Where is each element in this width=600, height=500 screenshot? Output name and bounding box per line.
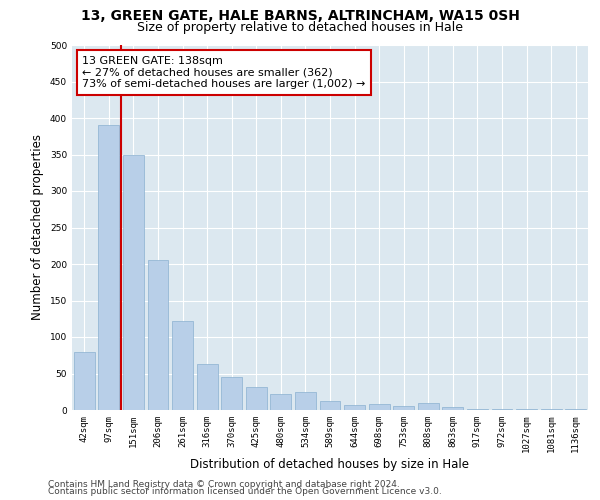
Bar [320, 400, 340, 410]
Bar [172, 321, 193, 410]
Bar [197, 364, 218, 410]
Y-axis label: Number of detached properties: Number of detached properties [31, 134, 44, 320]
Text: 13, GREEN GATE, HALE BARNS, ALTRINCHAM, WA15 0SH: 13, GREEN GATE, HALE BARNS, ALTRINCHAM, … [80, 9, 520, 23]
Bar [74, 352, 95, 410]
Bar [295, 392, 316, 410]
Bar [344, 405, 365, 410]
Bar [368, 404, 389, 410]
Bar [393, 406, 414, 410]
Bar [123, 154, 144, 410]
Bar [98, 126, 119, 410]
X-axis label: Distribution of detached houses by size in Hale: Distribution of detached houses by size … [191, 458, 470, 471]
Bar [246, 386, 267, 410]
Text: Size of property relative to detached houses in Hale: Size of property relative to detached ho… [137, 21, 463, 34]
Bar [442, 407, 463, 410]
Bar [221, 377, 242, 410]
Bar [491, 408, 512, 410]
Bar [418, 402, 439, 410]
Bar [148, 260, 169, 410]
Bar [271, 394, 292, 410]
Bar [467, 408, 488, 410]
Text: 13 GREEN GATE: 138sqm
← 27% of detached houses are smaller (362)
73% of semi-det: 13 GREEN GATE: 138sqm ← 27% of detached … [82, 56, 365, 89]
Text: Contains public sector information licensed under the Open Government Licence v3: Contains public sector information licen… [48, 488, 442, 496]
Text: Contains HM Land Registry data © Crown copyright and database right 2024.: Contains HM Land Registry data © Crown c… [48, 480, 400, 489]
